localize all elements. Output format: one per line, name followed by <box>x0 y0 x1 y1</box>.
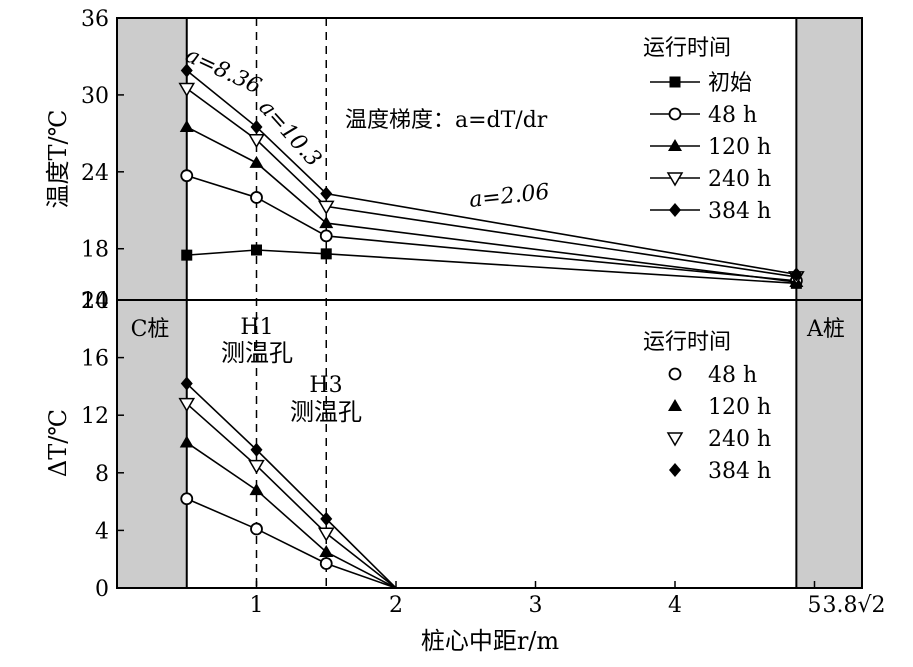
top-series-1-point-1 <box>250 191 263 204</box>
top-legend-label-0: 初始 <box>708 71 752 96</box>
top-y-tick-label-3: 30 <box>81 84 109 109</box>
top-y-tick-label-4: 36 <box>81 7 109 32</box>
bottom-series-line-1 <box>186 441 397 589</box>
h3-label: H3 <box>309 373 342 398</box>
top-legend: 初始 48 h 120 h 240 h 384 h <box>650 71 771 224</box>
bottom-series-0-point-0 <box>180 492 194 506</box>
bottom-y-tick-label-5: 20 <box>81 289 109 314</box>
bottom-series-line-3 <box>186 382 397 589</box>
top-series-4-point-1 <box>250 119 263 134</box>
top-legend-label-2: 120 h <box>708 135 771 160</box>
top-legend-marker-3 <box>666 172 684 187</box>
slope-label-3: a=2.06 <box>468 180 551 213</box>
bottom-legend-marker-3 <box>669 463 681 477</box>
top-legend-marker-4 <box>669 203 681 217</box>
top-series-0-point-1 <box>251 244 262 256</box>
x-tick-label-1: 2 <box>389 593 403 618</box>
top-legend-label-4: 384 h <box>708 199 771 224</box>
bottom-legend-marker-2 <box>666 432 684 447</box>
bottom-series-line-2 <box>186 403 397 589</box>
bottom-series-0-point-2 <box>319 557 333 570</box>
top-series-3-point-1 <box>248 134 265 149</box>
top-y-axis-label: 温度T/℃ <box>44 110 72 209</box>
pile-c-zone <box>117 18 187 588</box>
top-series-line-2 <box>186 126 797 283</box>
bottom-series-line-0 <box>186 497 397 589</box>
pile-c-label: C桩 <box>131 317 170 342</box>
bottom-y-tick-label-1: 4 <box>95 519 109 544</box>
top-legend-marker-0 <box>669 76 681 88</box>
top-legend-label-1: 48 h <box>708 103 757 128</box>
top-series-1-point-0 <box>180 169 194 183</box>
bottom-series-1-point-0 <box>179 435 194 448</box>
top-series-2-point-1 <box>249 155 264 168</box>
top-series-line-1 <box>186 174 797 282</box>
top-legend-title: 运行时间 <box>643 36 731 61</box>
top-y-tick-label-0: 14 <box>81 289 109 314</box>
bottom-legend-label-0: 48 h <box>708 363 757 388</box>
h1-description: 测温孔 <box>221 339 293 367</box>
bottom-legend-title: 运行时间 <box>643 330 731 355</box>
pile-a-zone <box>796 18 862 588</box>
top-panel-series <box>178 63 805 289</box>
pile-zones <box>117 18 862 588</box>
x-tick-label-5: 3.8√2 <box>822 593 885 618</box>
bottom-legend: 48 h 120 h 240 h 384 h <box>666 363 771 484</box>
bottom-y-tick-label-0: 0 <box>95 577 109 602</box>
bottom-series-3-point-2 <box>320 511 333 526</box>
top-series-2-point-0 <box>179 119 194 132</box>
top-series-1-point-2 <box>319 229 333 243</box>
top-y-tick-label-2: 24 <box>81 161 109 186</box>
bottom-panel-series <box>178 376 397 589</box>
bottom-series-3-point-0 <box>180 376 193 391</box>
x-axis-label: 桩心中距r/m <box>421 627 560 655</box>
top-legend-marker-2 <box>668 139 682 151</box>
top-y-tick-label-1: 18 <box>81 238 109 263</box>
top-legend-label-3: 240 h <box>708 167 771 192</box>
top-series-line-0 <box>186 249 797 285</box>
bottom-series-2-point-2 <box>317 527 335 542</box>
top-series-0-point-0 <box>181 249 193 261</box>
bottom-series-2-point-0 <box>178 397 196 413</box>
top-series-0-point-2 <box>320 248 332 260</box>
bottom-legend-label-3: 384 h <box>708 459 771 484</box>
top-series-line-4 <box>186 69 797 276</box>
top-series-2-point-2 <box>319 216 334 229</box>
bottom-y-axis-label: ΔT/℃ <box>44 409 72 477</box>
top-series-4-point-3 <box>790 267 803 282</box>
h1-label: H1 <box>240 315 273 340</box>
top-series-4-point-0 <box>180 63 193 78</box>
x-tick-label-0: 1 <box>250 593 264 618</box>
bottom-legend-label-2: 240 h <box>708 427 771 452</box>
bottom-legend-label-1: 120 h <box>708 395 771 420</box>
h3-description: 测温孔 <box>290 398 362 426</box>
top-series-3-point-0 <box>178 82 196 97</box>
bottom-series-3-point-1 <box>250 442 263 457</box>
bottom-y-tick-label-3: 12 <box>81 404 109 429</box>
bottom-y-tick-label-2: 8 <box>95 462 109 487</box>
top-series-line-3 <box>186 87 797 278</box>
pile-a-label: A桩 <box>806 317 845 342</box>
bottom-series-1-point-2 <box>319 545 334 557</box>
slope-label-1: a=8.36 <box>181 43 265 100</box>
x-tick-label-2: 3 <box>529 593 543 618</box>
bottom-series-1-point-1 <box>249 483 264 496</box>
bottom-legend-marker-0 <box>668 367 682 381</box>
top-legend-marker-1 <box>668 107 682 121</box>
top-series-4-point-2 <box>320 186 333 201</box>
top-series-3-point-2 <box>317 200 335 215</box>
bottom-y-tick-label-4: 16 <box>81 347 109 372</box>
gradient-formula: 温度梯度：a=dT/dr <box>345 108 548 133</box>
x-tick-label-4: 5 <box>808 593 822 618</box>
plot-frames <box>116 17 863 589</box>
x-tick-label-3: 4 <box>668 593 682 618</box>
bottom-series-0-point-1 <box>250 522 263 536</box>
bottom-legend-marker-1 <box>668 399 682 411</box>
bottom-series-2-point-1 <box>248 459 265 475</box>
outer-frame <box>116 17 863 589</box>
